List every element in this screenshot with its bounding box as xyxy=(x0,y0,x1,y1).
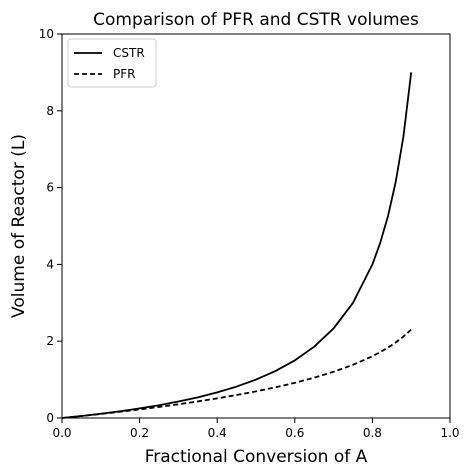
x-axis-label: Fractional Conversion of A xyxy=(145,447,368,467)
series-line-pfr xyxy=(61,328,412,419)
y-axis: 0 2 4 6 8 10 xyxy=(39,27,62,425)
y-axis-label: Volume of Reactor (L) xyxy=(9,134,29,318)
legend-label-pfr: PFR xyxy=(113,67,135,81)
x-tick-label: 0.2 xyxy=(130,426,149,440)
x-tick-label: 1.0 xyxy=(440,426,459,440)
legend-box xyxy=(67,38,157,88)
x-tick-label: 0.6 xyxy=(285,426,304,440)
legend-label-cstr: CSTR xyxy=(113,46,145,60)
y-tick-label: 10 xyxy=(39,27,54,41)
x-tick-label: 0.4 xyxy=(208,426,227,440)
y-tick-label: 8 xyxy=(46,104,54,118)
plot-frame xyxy=(61,33,451,419)
y-tick-label: 2 xyxy=(46,334,54,348)
x-axis: 0.0 0.2 0.4 0.6 0.8 1.0 xyxy=(52,418,460,440)
x-tick-label: 0.8 xyxy=(363,426,382,440)
y-tick-label: 0 xyxy=(46,411,54,425)
plot-area xyxy=(62,34,450,418)
chart-title: Comparison of PFR and CSTR volumes xyxy=(93,10,419,30)
y-tick-label: 6 xyxy=(46,181,54,195)
legend: CSTR PFR xyxy=(67,38,157,88)
series-layer xyxy=(61,72,413,419)
y-tick-label: 4 xyxy=(46,257,54,271)
x-tick-label: 0.0 xyxy=(52,426,71,440)
